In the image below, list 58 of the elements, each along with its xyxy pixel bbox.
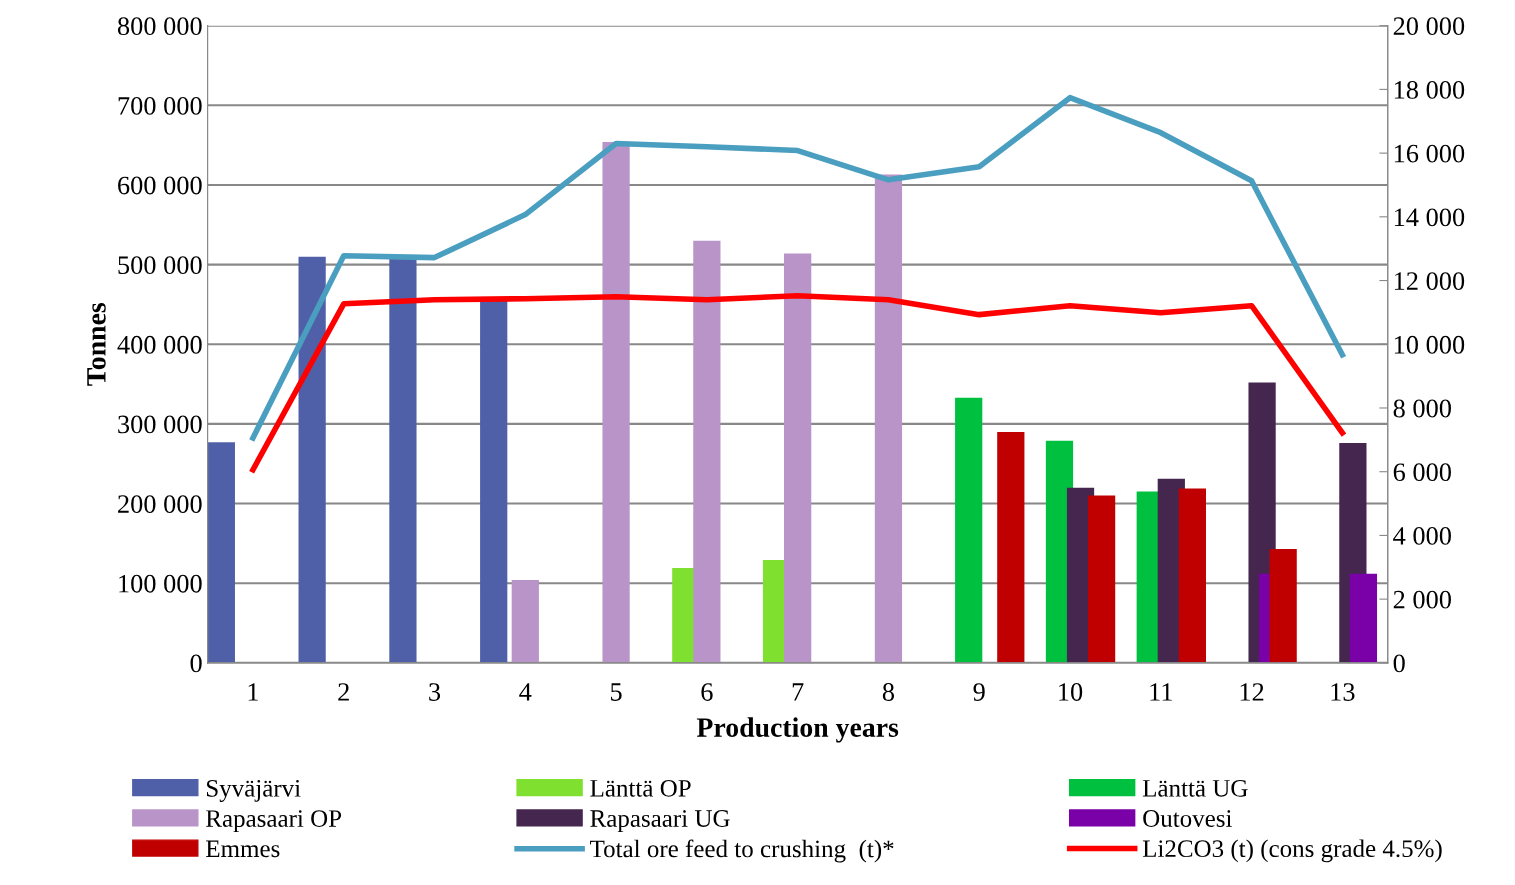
x-tick-label: 10 [1059, 683, 1083, 701]
bar [1269, 548, 1297, 663]
y-tick-label: 800 000 [117, 17, 202, 36]
x-tick-label: 13 [1331, 683, 1355, 701]
legend-label: Outovesi [1143, 810, 1232, 827]
bar [874, 174, 903, 663]
y-tick-label: 200 000 [118, 495, 202, 513]
legend-label: Rapasaari UG [590, 810, 730, 832]
legend-label: Länttä OP [590, 779, 691, 797]
legend-label: Syväjärvi [206, 779, 301, 802]
x-tick-label: 11 [1150, 683, 1172, 701]
y2-tick-label: 16 000 [1394, 144, 1465, 163]
x-tick-label: 3 [429, 683, 441, 701]
bar [693, 240, 721, 663]
x-tick-label: 6 [701, 683, 713, 701]
x-tick-label: 7 [792, 683, 804, 701]
bar [955, 397, 983, 663]
y-tick-label: 300 000 [118, 415, 202, 434]
x-tick-label: 12 [1240, 683, 1264, 701]
x-tick-label: 5 [611, 683, 622, 701]
y-axis-title: Tonnes [87, 302, 106, 386]
bar [1178, 488, 1206, 663]
y-tick-label: 400 000 [117, 335, 202, 354]
x-tick-label: 1 [248, 683, 258, 701]
y2-tick-label: 20 000 [1393, 17, 1465, 36]
bar [511, 580, 539, 663]
legend-label: Total ore feed to crushing (t)* [590, 839, 894, 863]
y-tick-label: 500 000 [118, 256, 202, 275]
bar [784, 253, 812, 663]
y2-tick-label: 8 000 [1393, 399, 1451, 418]
bar [1349, 573, 1378, 663]
x-tick-label: 4 [519, 683, 532, 701]
legend-label: Rapasaari OP [206, 810, 342, 833]
y-tick-label: 100 000 [119, 574, 202, 593]
bar [997, 431, 1025, 663]
legend-label: Länttä UG [1142, 779, 1248, 797]
y2-tick-label: 2 000 [1393, 590, 1451, 609]
y2-tick-label: 0 [1393, 654, 1405, 673]
x-tick-label: 2 [338, 683, 349, 701]
y2-tick-label: 14 000 [1394, 208, 1465, 227]
bar [298, 256, 326, 663]
legend-label: Li2CO3 (t) (cons grade 4.5%) [1142, 839, 1442, 863]
x-axis-title: Production years [696, 717, 899, 743]
y2-tick-label: 4 000 [1393, 527, 1451, 545]
y2-tick-label: 18 000 [1394, 80, 1465, 99]
bar [207, 442, 235, 663]
y2-tick-label: 10 000 [1394, 335, 1465, 354]
y-tick-label: 0 [190, 654, 202, 673]
y-tick-label: 700 000 [118, 96, 202, 115]
x-tick-label: 9 [973, 683, 985, 701]
y2-tick-label: 12 000 [1394, 272, 1465, 290]
bar [602, 141, 630, 663]
y2-tick-label: 6 000 [1393, 463, 1451, 482]
legend-label: Emmes [206, 840, 280, 858]
bar [389, 259, 417, 663]
x-tick-label: 8 [882, 683, 895, 701]
y-tick-label: 600 000 [118, 176, 202, 195]
bar [1087, 495, 1116, 663]
